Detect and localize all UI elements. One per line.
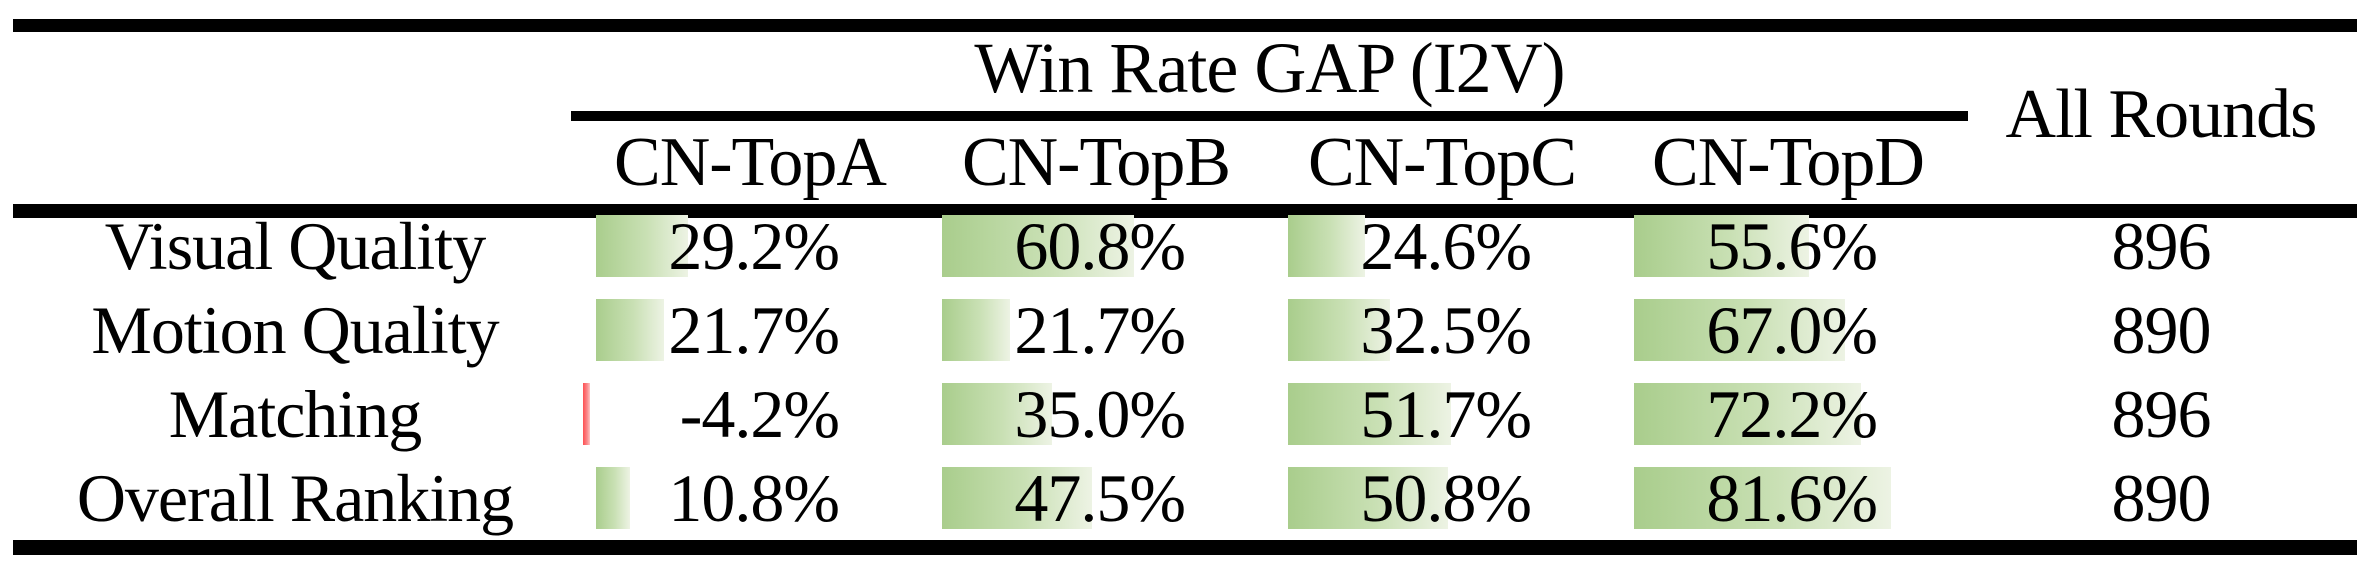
win-rate-cell: 35.0% bbox=[923, 372, 1269, 456]
column-header-1: CN-TopA bbox=[614, 123, 887, 201]
data-bar bbox=[1634, 383, 1861, 445]
win-rate-value: 60.8% bbox=[1014, 207, 1186, 284]
data-bar bbox=[1634, 299, 1845, 361]
table-bottom-rule bbox=[13, 540, 2357, 555]
win-rate-value: -4.2% bbox=[679, 375, 840, 452]
table-body: Visual Quality 29.2% 60.8% 24.6% 55.6% 896 Mot… bbox=[13, 204, 2361, 540]
row-label: Motion Quality bbox=[91, 291, 499, 368]
win-rate-cell: 55.6% bbox=[1615, 204, 1961, 288]
column-header-4: CN-TopD bbox=[1652, 123, 1925, 201]
table-row: Matching -4.2% 35.0% 51.7% 72.2% 896 bbox=[13, 372, 2361, 456]
data-bar bbox=[1288, 383, 1451, 445]
win-rate-cell: 81.6% bbox=[1615, 456, 1961, 540]
all-rounds-value: 896 bbox=[2111, 207, 2212, 284]
win-rate-value: 47.5% bbox=[1014, 459, 1186, 536]
win-rate-value: 21.7% bbox=[1014, 291, 1186, 368]
win-rate-cell: 72.2% bbox=[1615, 372, 1961, 456]
column-header-2: CN-TopB bbox=[961, 123, 1231, 201]
data-bar bbox=[942, 299, 1010, 361]
all-rounds-value: 896 bbox=[2111, 375, 2212, 452]
win-rate-cell: 50.8% bbox=[1269, 456, 1615, 540]
win-rate-value: 67.0% bbox=[1706, 291, 1878, 368]
win-rate-cell: 32.5% bbox=[1269, 288, 1615, 372]
data-bar bbox=[1288, 215, 1365, 277]
win-rate-cell: 47.5% bbox=[923, 456, 1269, 540]
data-bar bbox=[942, 383, 1052, 445]
group-header-win-rate-gap: Win Rate GAP (I2V) bbox=[974, 28, 1565, 108]
all-rounds-value: 890 bbox=[2111, 291, 2212, 368]
win-rate-cell: 29.2% bbox=[577, 204, 923, 288]
negative-data-bar bbox=[583, 383, 590, 445]
win-rate-value: 55.6% bbox=[1706, 207, 1878, 284]
table-row: Overall Ranking 10.8% 47.5% 50.8% 81.6% 890 bbox=[13, 456, 2361, 540]
win-rate-value: 50.8% bbox=[1360, 459, 1532, 536]
win-rate-cell: 67.0% bbox=[1615, 288, 1961, 372]
win-rate-value: 72.2% bbox=[1706, 375, 1878, 452]
win-rate-value: 24.6% bbox=[1360, 207, 1532, 284]
row-label: Visual Quality bbox=[104, 207, 486, 284]
all-rounds-value: 890 bbox=[2111, 459, 2212, 536]
data-bar bbox=[1634, 467, 1891, 529]
win-rate-cell: 21.7% bbox=[577, 288, 923, 372]
all-rounds-header: All Rounds bbox=[2005, 76, 2318, 153]
win-rate-value: 51.7% bbox=[1360, 375, 1532, 452]
data-bar bbox=[1634, 215, 1809, 277]
data-bar bbox=[942, 215, 1134, 277]
win-rate-cell: 24.6% bbox=[1269, 204, 1615, 288]
win-rate-value: 10.8% bbox=[668, 459, 840, 536]
data-bar bbox=[942, 467, 1092, 529]
win-rate-cell: 10.8% bbox=[577, 456, 923, 540]
row-label: Overall Ranking bbox=[76, 459, 514, 536]
win-rate-value: 81.6% bbox=[1706, 459, 1878, 536]
table-mid-rule bbox=[13, 204, 2357, 218]
row-label: Matching bbox=[168, 375, 423, 452]
group-header-underline bbox=[571, 111, 1968, 121]
data-bar bbox=[596, 299, 664, 361]
column-header-row: CN-TopA CN-TopB CN-TopC CN-TopD bbox=[577, 121, 1961, 204]
table-row: Visual Quality 29.2% 60.8% 24.6% 55.6% 896 bbox=[13, 204, 2361, 288]
data-bar bbox=[596, 467, 630, 529]
win-rate-cell: 21.7% bbox=[923, 288, 1269, 372]
win-rate-value: 21.7% bbox=[668, 291, 840, 368]
table-top-rule bbox=[13, 19, 2357, 32]
win-rate-value: 32.5% bbox=[1360, 291, 1532, 368]
win-rate-value: 29.2% bbox=[668, 207, 840, 284]
data-bar bbox=[1288, 299, 1390, 361]
data-bar bbox=[1288, 467, 1448, 529]
table-row: Motion Quality 21.7% 21.7% 32.5% 67.0% 890 bbox=[13, 288, 2361, 372]
win-rate-cell: 60.8% bbox=[923, 204, 1269, 288]
win-rate-cell: -4.2% bbox=[577, 372, 923, 456]
win-rate-cell: 51.7% bbox=[1269, 372, 1615, 456]
win-rate-value: 35.0% bbox=[1014, 375, 1186, 452]
column-header-3: CN-TopC bbox=[1307, 123, 1577, 201]
data-bar bbox=[596, 215, 688, 277]
